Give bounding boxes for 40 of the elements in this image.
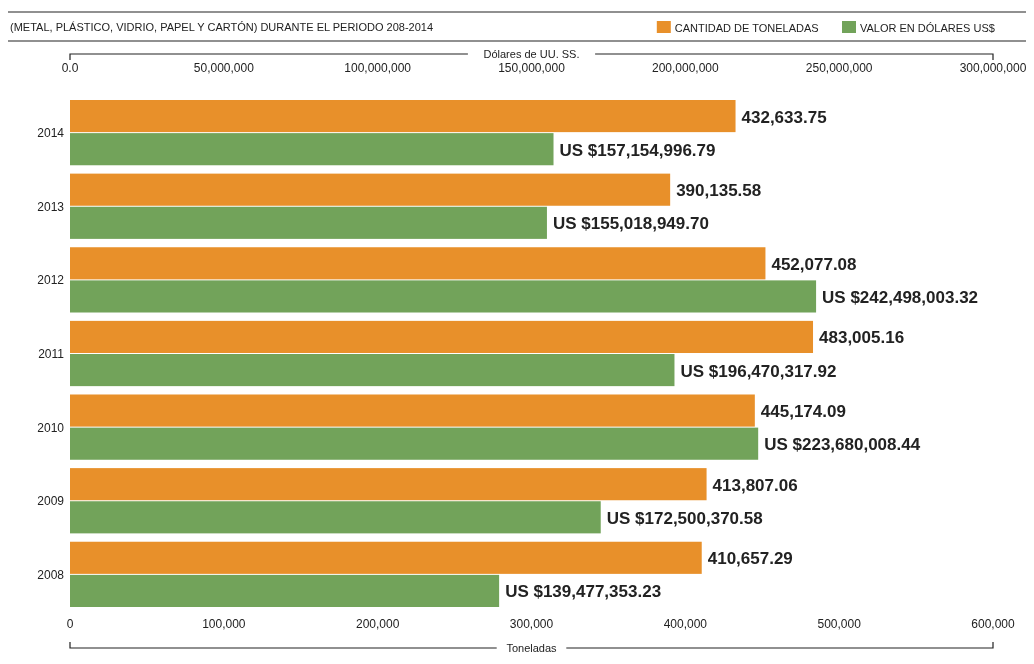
data-label: 483,005.16	[819, 328, 905, 348]
x2-axis-title: Dólares de UU. SS.	[483, 48, 580, 60]
x2-tick-label: 300,000,000	[959, 61, 1027, 75]
x-axis-title: Toneladas	[506, 642, 558, 654]
data-label: US $223,680,008.44	[764, 435, 921, 455]
x-tick-label: 200,000	[355, 617, 400, 631]
data-label: 452,077.08	[771, 254, 857, 274]
legend-label: VALOR EN DÓLARES US$	[860, 21, 995, 34]
x-tick-label: 600,000	[971, 617, 1016, 631]
x2-tick-label: 200,000,000	[651, 61, 720, 75]
legend-label: CANTIDAD DE TONELADAS	[674, 21, 819, 34]
x-tick-label: 300,000	[509, 617, 554, 631]
y-tick-label: 2012	[37, 273, 65, 288]
chart-subtitle: (METAL, PLÁSTICO, VIDRIO, PAPEL Y CARTÓN) DURANTE EL PERIODO 208-2014	[10, 21, 434, 33]
data-label: US $172,500,370.58	[606, 508, 763, 528]
y-tick-label: 2011	[38, 347, 65, 361]
data-label: 445,174.09	[760, 402, 846, 422]
data-label: US $157,154,996.79	[559, 140, 716, 160]
data-label: US $139,477,353.23	[505, 582, 662, 602]
x2-tick-label: 0.0	[61, 61, 79, 75]
data-label: US $155,018,949.70	[552, 214, 709, 234]
x2-tick-label: 150,000,000	[498, 61, 566, 75]
data-label: 390,135.58	[676, 181, 762, 201]
x-tick-label: 500,000	[817, 617, 862, 631]
data-label: 432,633.75	[741, 107, 827, 127]
x2-tick-label: 50,000,000	[193, 61, 255, 75]
y-tick-label: 2008	[37, 567, 65, 582]
x-tick-label: 0	[66, 617, 74, 631]
x-tick-label: 100,000	[202, 617, 246, 631]
x2-tick-label: 250,000,000	[805, 61, 873, 75]
x-tick-label: 400,000	[663, 617, 708, 631]
data-label: 413,807.06	[712, 475, 798, 495]
data-label: US $196,470,317.92	[680, 361, 837, 381]
x2-tick-label: 100,000,000	[344, 61, 412, 75]
data-label: US $242,498,003.32	[822, 287, 979, 307]
y-tick-label: 2014	[37, 126, 65, 141]
y-tick-label: 2010	[37, 420, 65, 435]
y-tick-label: 2009	[37, 494, 65, 509]
data-label: 410,657.29	[707, 549, 793, 569]
y-tick-label: 2013	[37, 199, 65, 214]
